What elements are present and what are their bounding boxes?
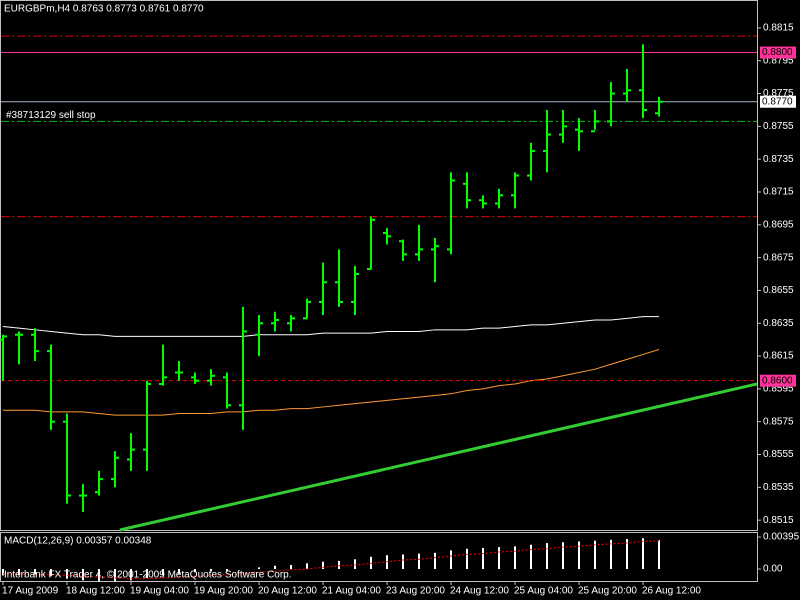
x-tick-label: 23 Aug 20:00 [386, 586, 445, 597]
y-tick-label: 0.8715 [763, 187, 794, 198]
x-tick-label: 19 Aug 04:00 [130, 586, 189, 597]
macd-signal [3, 540, 660, 580]
x-tick-label: 26 Aug 12:00 [642, 586, 701, 597]
level-label: 0.8770 [762, 96, 793, 107]
y-tick-label: 0.8515 [763, 515, 794, 526]
x-tick-label: 20 Aug 12:00 [258, 586, 317, 597]
macd-frame [0, 532, 758, 582]
chart-title: EURGBPm,H4 0.8763 0.8773 0.8761 0.8770 [4, 4, 204, 15]
y-tick-label: 0.8595 [763, 384, 794, 395]
y-tick-label: 0.8675 [763, 252, 794, 263]
trend-line [119, 382, 758, 532]
y-tick-label: 0.8575 [763, 416, 794, 427]
y-tick-label: 0.8735 [763, 154, 794, 165]
x-tick-label: 17 Aug 2009 [2, 586, 59, 597]
x-tick-label: 25 Aug 04:00 [514, 586, 573, 597]
level-label: 0.8600 [762, 375, 793, 386]
y-tick-label: 0.8635 [763, 318, 794, 329]
main-layer: 0.8815 0.8795 0.8775 0.8755 0.8735 0.8715 0.86… [0, 23, 800, 597]
footer: Interbank FX Trader 4, © 2001-2009 MetaQ… [4, 570, 292, 581]
y-tick-label: 0.8615 [763, 351, 794, 362]
moving-average [3, 349, 660, 416]
level-tag [760, 95, 796, 108]
x-tick-label: 21 Aug 04:00 [322, 586, 381, 597]
level-tag [760, 374, 796, 387]
x-tick-label: 19 Aug 20:00 [194, 586, 253, 597]
y-tick-label: 0.8695 [763, 219, 794, 230]
macd-tick-label: 0.00395 [763, 532, 800, 543]
level-text: #38713129 sell stop [6, 110, 96, 121]
y-tick-label: 0.8775 [763, 88, 794, 99]
y-tick-label: 0.8795 [763, 55, 794, 66]
macd-title: MACD(12,26,9) 0.00357 0.00348 [4, 536, 152, 547]
y-tick-label: 0.8815 [763, 23, 794, 34]
y-tick-label: 0.8535 [763, 482, 794, 493]
y-tick-label: 0.8755 [763, 121, 794, 132]
y-tick-label: 0.8655 [763, 285, 794, 296]
x-tick-label: 18 Aug 12:00 [66, 586, 125, 597]
level-label: 0.8800 [762, 47, 793, 58]
level-tag [760, 46, 796, 59]
y-tick-label: 0.8555 [763, 449, 794, 460]
main-frame [0, 0, 758, 531]
macd-tick-label: 0.00 [763, 564, 783, 575]
moving-average [2, 316, 659, 337]
x-tick-label: 24 Aug 12:00 [450, 586, 509, 597]
x-tick-label: 25 Aug 20:00 [578, 586, 637, 597]
